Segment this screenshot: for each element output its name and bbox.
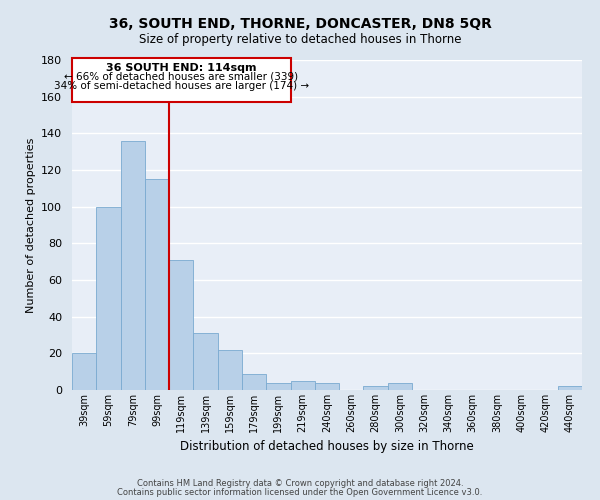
Bar — [96, 206, 121, 390]
Bar — [315, 382, 339, 390]
Text: 36 SOUTH END: 114sqm: 36 SOUTH END: 114sqm — [106, 62, 257, 72]
Text: Size of property relative to detached houses in Thorne: Size of property relative to detached ho… — [139, 32, 461, 46]
Bar — [169, 260, 193, 390]
Text: 34% of semi-detached houses are larger (174) →: 34% of semi-detached houses are larger (… — [54, 81, 309, 91]
X-axis label: Distribution of detached houses by size in Thorne: Distribution of detached houses by size … — [180, 440, 474, 454]
Text: Contains public sector information licensed under the Open Government Licence v3: Contains public sector information licen… — [118, 488, 482, 497]
Bar — [218, 350, 242, 390]
Bar — [121, 140, 145, 390]
Bar — [558, 386, 582, 390]
Bar — [266, 382, 290, 390]
Bar — [290, 381, 315, 390]
Bar — [242, 374, 266, 390]
Bar — [364, 386, 388, 390]
Text: Contains HM Land Registry data © Crown copyright and database right 2024.: Contains HM Land Registry data © Crown c… — [137, 479, 463, 488]
Bar — [72, 58, 290, 102]
Y-axis label: Number of detached properties: Number of detached properties — [26, 138, 35, 312]
Text: 36, SOUTH END, THORNE, DONCASTER, DN8 5QR: 36, SOUTH END, THORNE, DONCASTER, DN8 5Q… — [109, 18, 491, 32]
Text: ← 66% of detached houses are smaller (339): ← 66% of detached houses are smaller (33… — [64, 72, 298, 82]
Bar — [193, 333, 218, 390]
Bar — [145, 179, 169, 390]
Bar — [72, 354, 96, 390]
Bar — [388, 382, 412, 390]
